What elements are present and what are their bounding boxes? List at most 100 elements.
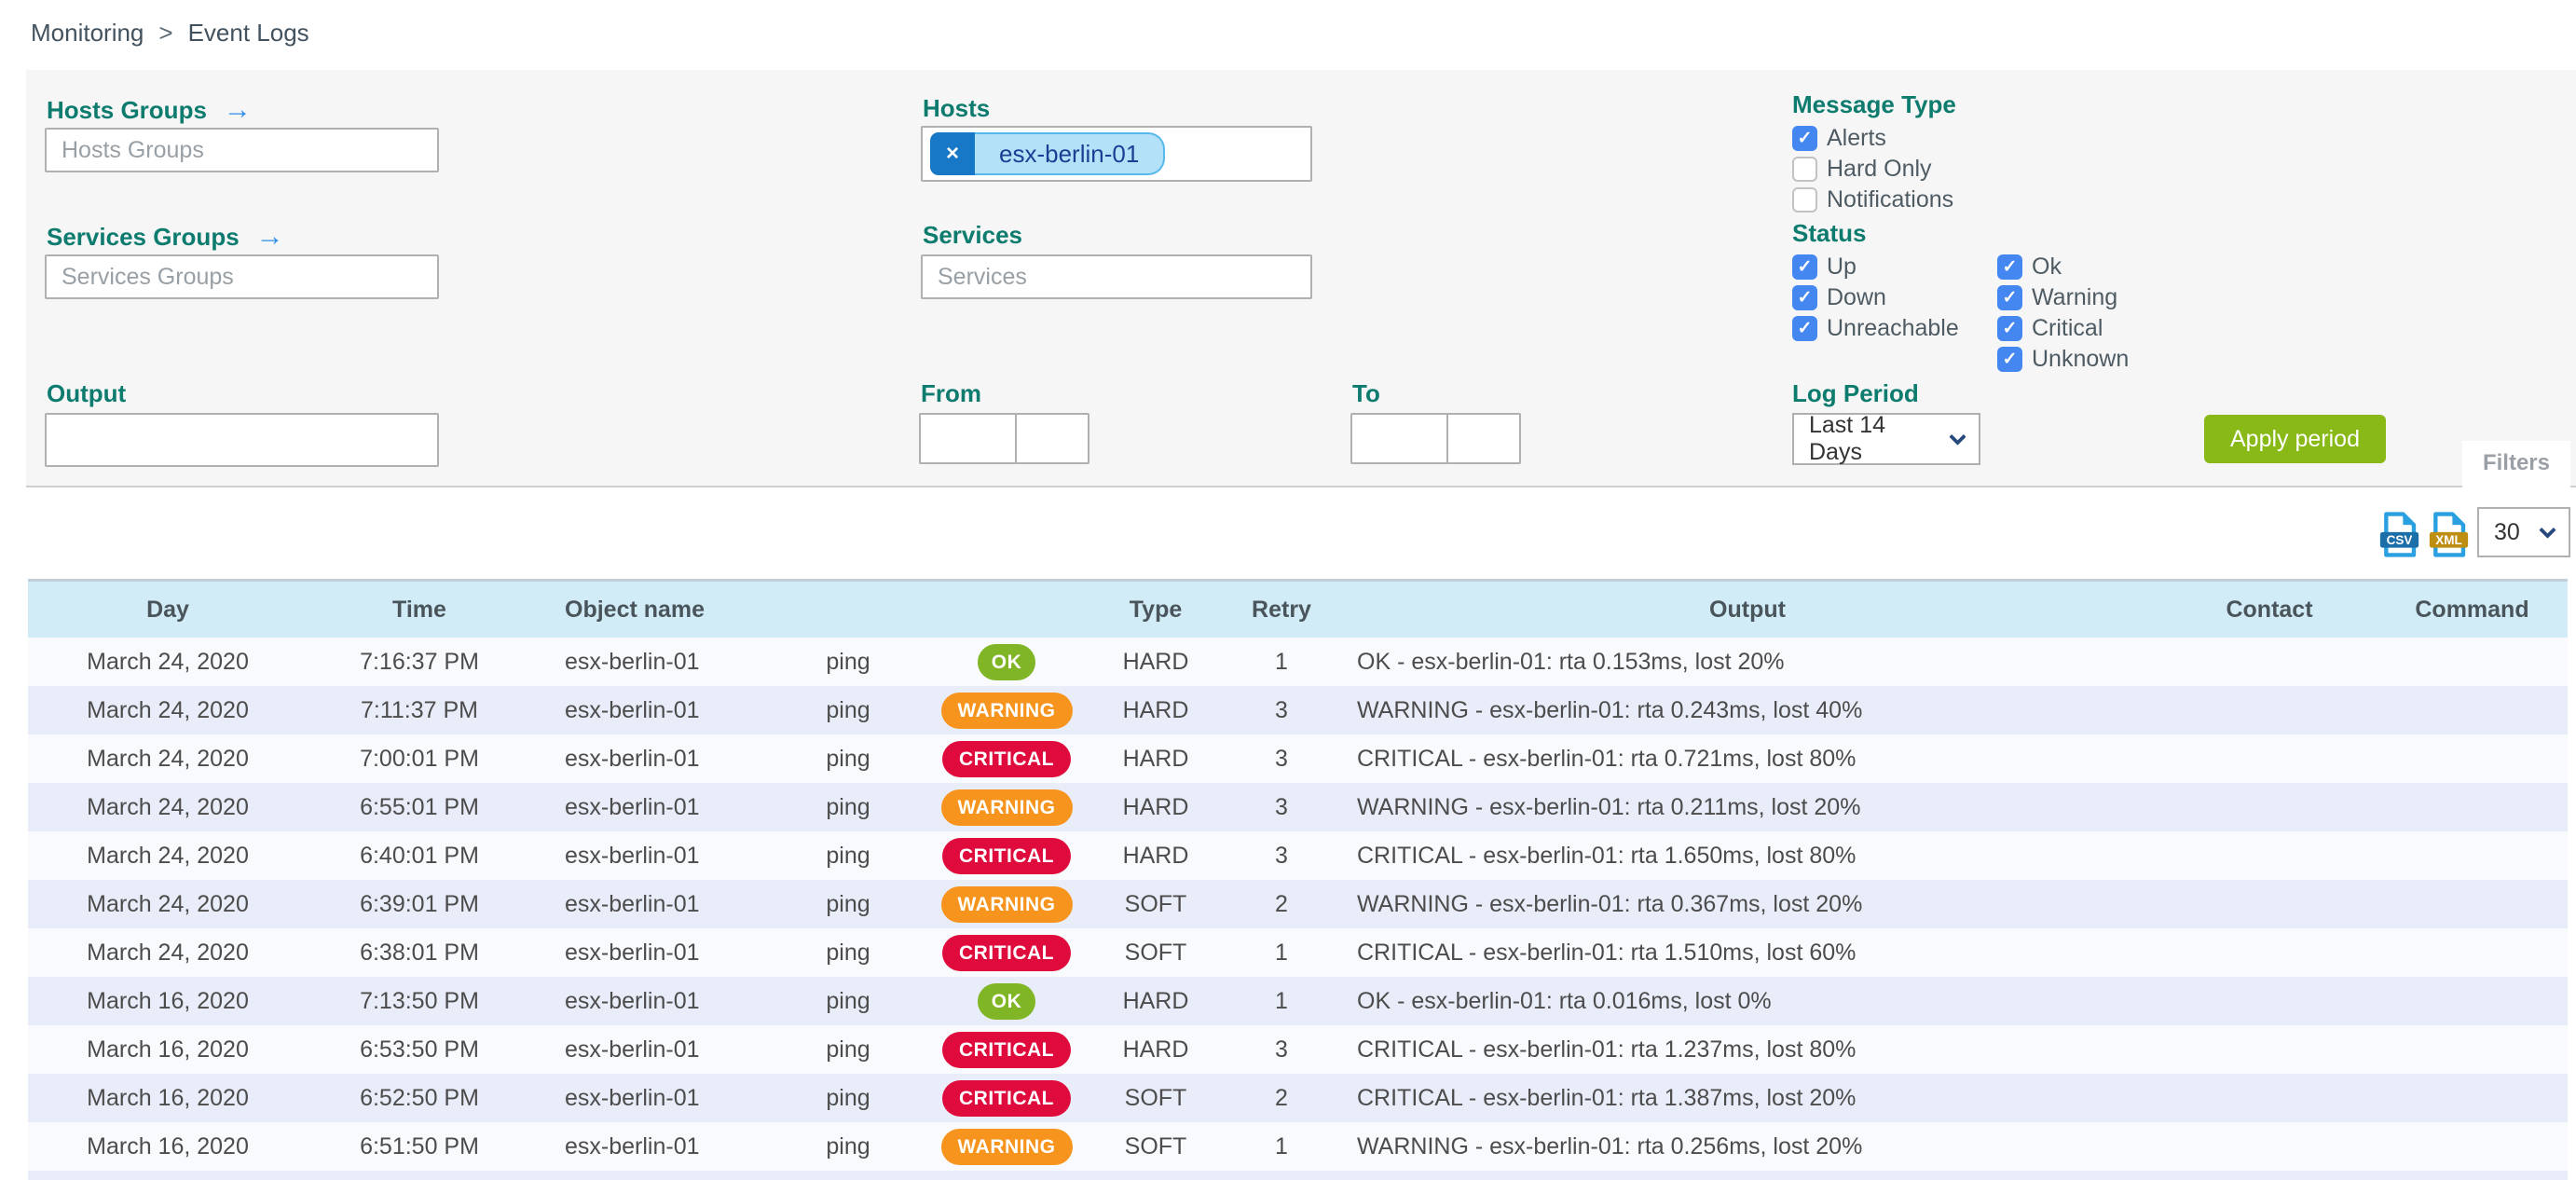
table-row[interactable]: March 24, 2020 7:16:37 PM esx-berlin-01 pin… bbox=[28, 638, 2568, 686]
arrow-right-icon[interactable]: → bbox=[255, 221, 284, 252]
header-retry[interactable]: Retry bbox=[1230, 582, 1333, 638]
cell-type: HARD bbox=[1122, 793, 1189, 820]
cell-status: CRITICAL bbox=[932, 928, 1081, 977]
services-groups-input[interactable] bbox=[45, 254, 439, 299]
status-column-1: ✓ Up ✓ Down ✓ Unreachable bbox=[1792, 253, 1959, 343]
apply-period-button[interactable]: Apply period bbox=[2204, 415, 2386, 463]
table-row[interactable]: March 24, 2020 6:40:01 PM esx-berlin-01 pin… bbox=[28, 831, 2568, 880]
cell-service: ping bbox=[826, 939, 870, 966]
cell-retry: 1 bbox=[1275, 939, 1288, 966]
cell-service: ping bbox=[826, 1084, 870, 1111]
export-csv-icon[interactable]: CSV bbox=[2378, 512, 2420, 557]
checkbox-hard-only[interactable]: Hard Only bbox=[1792, 155, 1953, 184]
table-row[interactable]: March 24, 2020 6:38:01 PM esx-berlin-01 pin… bbox=[28, 928, 2568, 977]
header-day[interactable]: Day bbox=[28, 582, 308, 638]
from-date-input[interactable] bbox=[919, 413, 1017, 464]
cell-object: esx-berlin-01 bbox=[565, 939, 700, 966]
cell-day: March 24, 2020 bbox=[87, 939, 249, 966]
up-checkbox[interactable]: ✓ bbox=[1792, 254, 1817, 280]
to-date-input[interactable] bbox=[1350, 413, 1448, 464]
checkbox-warning[interactable]: ✓ Warning bbox=[1997, 283, 2129, 312]
table-row[interactable]: March 24, 2020 6:55:01 PM esx-berlin-01 pin… bbox=[28, 783, 2568, 831]
checkbox-critical[interactable]: ✓ Critical bbox=[1997, 314, 2129, 343]
critical-checkbox-label: Critical bbox=[2032, 315, 2103, 341]
cell-output: CRITICAL - esx-berlin-01: rta 0.721ms, l… bbox=[1357, 745, 1857, 772]
checkbox-unknown[interactable]: ✓ Unknown bbox=[1997, 345, 2129, 374]
cell-time: 6:53:50 PM bbox=[360, 1036, 479, 1063]
cell-object: esx-berlin-01 bbox=[565, 842, 700, 869]
chip-label: esx-berlin-01 bbox=[975, 132, 1166, 175]
cell-contact bbox=[2162, 928, 2377, 977]
page-size-select[interactable]: 30 bbox=[2477, 507, 2570, 557]
table-row[interactable]: March 16, 2020 6:51:50 PM esx-berlin-01 pin… bbox=[28, 1122, 2568, 1171]
hosts-input[interactable]: × esx-berlin-01 bbox=[921, 126, 1312, 182]
alerts-checkbox[interactable]: ✓ bbox=[1792, 126, 1817, 151]
table-row[interactable]: March 16, 2020 6:52:50 PM esx-berlin-01 pin… bbox=[28, 1074, 2568, 1122]
chevron-down-icon bbox=[2539, 521, 2556, 539]
unreachable-checkbox[interactable]: ✓ bbox=[1792, 316, 1817, 341]
checkbox-unreachable[interactable]: ✓ Unreachable bbox=[1792, 314, 1959, 343]
checkbox-alerts[interactable]: ✓ Alerts bbox=[1792, 124, 1953, 153]
chevron-down-icon bbox=[1949, 428, 1966, 446]
breadcrumb-item-monitoring[interactable]: Monitoring bbox=[31, 19, 144, 47]
cell-type: HARD bbox=[1122, 842, 1189, 869]
output-input[interactable] bbox=[45, 413, 439, 467]
hard-only-checkbox-label: Hard Only bbox=[1827, 156, 1932, 182]
log-period-select[interactable]: Last 14 Days bbox=[1792, 412, 1980, 465]
table-row[interactable]: March 16, 2020 6:53:50 PM esx-berlin-01 pin… bbox=[28, 1025, 2568, 1074]
cell-service: ping bbox=[826, 648, 870, 675]
cell-command bbox=[2377, 831, 2568, 880]
notifications-checkbox[interactable] bbox=[1792, 187, 1817, 213]
cell-status: CRITICAL bbox=[932, 1025, 1081, 1074]
arrow-right-icon[interactable]: → bbox=[223, 94, 252, 125]
table-row[interactable]: March 24, 2020 7:00:01 PM esx-berlin-01 pin… bbox=[28, 734, 2568, 783]
header-type[interactable]: Type bbox=[1081, 582, 1230, 638]
header-time[interactable]: Time bbox=[308, 582, 531, 638]
cell-type: HARD bbox=[1122, 1036, 1189, 1063]
checkbox-up[interactable]: ✓ Up bbox=[1792, 253, 1959, 281]
header-object-name[interactable]: Object name bbox=[531, 582, 764, 638]
cell-type: SOFT bbox=[1124, 1084, 1187, 1111]
cell-object: esx-berlin-01 bbox=[565, 1084, 700, 1111]
cell-service: ping bbox=[826, 842, 870, 869]
breadcrumb-item-event-logs[interactable]: Event Logs bbox=[187, 19, 309, 47]
export-xml-icon[interactable]: XML bbox=[2428, 512, 2470, 557]
cell-time: 6:55:01 PM bbox=[360, 793, 479, 820]
status-badge: OK bbox=[977, 982, 1036, 1020]
warning-checkbox[interactable]: ✓ bbox=[1997, 285, 2022, 310]
cell-time: 6:51:50 PM bbox=[360, 1132, 479, 1159]
header-output[interactable]: Output bbox=[1333, 582, 2162, 638]
header-command[interactable]: Command bbox=[2377, 582, 2568, 638]
ok-checkbox[interactable]: ✓ bbox=[1997, 254, 2022, 280]
checkbox-notifications[interactable]: Notifications bbox=[1792, 185, 1953, 214]
cell-status: WARNING bbox=[932, 880, 1081, 928]
cell-contact bbox=[2162, 977, 2377, 1025]
filters-tab[interactable]: Filters bbox=[2461, 441, 2570, 487]
unreachable-checkbox-label: Unreachable bbox=[1827, 315, 1959, 341]
services-input[interactable] bbox=[921, 254, 1312, 299]
cell-contact bbox=[2162, 783, 2377, 831]
cell-type: HARD bbox=[1122, 696, 1189, 723]
down-checkbox[interactable]: ✓ bbox=[1792, 285, 1817, 310]
to-time-input[interactable] bbox=[1446, 413, 1521, 464]
table-row[interactable]: March 16, 2020 7:13:50 PM esx-berlin-01 pin… bbox=[28, 977, 2568, 1025]
status-badge: CRITICAL bbox=[942, 740, 1071, 777]
hard-only-checkbox[interactable] bbox=[1792, 157, 1817, 182]
header-contact[interactable]: Contact bbox=[2162, 582, 2377, 638]
cell-type: HARD bbox=[1122, 987, 1189, 1014]
hosts-groups-input[interactable] bbox=[45, 128, 439, 172]
table-row[interactable]: March 24, 2020 6:39:01 PM esx-berlin-01 pin… bbox=[28, 880, 2568, 928]
cell-status: OK bbox=[932, 977, 1081, 1025]
table-row[interactable]: March 24, 2020 7:11:37 PM esx-berlin-01 pin… bbox=[28, 686, 2568, 734]
chip-remove-button[interactable]: × bbox=[930, 132, 975, 175]
cell-retry: 1 bbox=[1275, 648, 1288, 675]
services-groups-label: Services Groups bbox=[47, 223, 240, 251]
unknown-checkbox[interactable]: ✓ bbox=[1997, 347, 2022, 372]
checkbox-down[interactable]: ✓ Down bbox=[1792, 283, 1959, 312]
critical-checkbox[interactable]: ✓ bbox=[1997, 316, 2022, 341]
from-time-input[interactable] bbox=[1015, 413, 1089, 464]
cell-retry: 1 bbox=[1275, 987, 1288, 1014]
status-badge: WARNING bbox=[940, 1128, 1073, 1165]
checkbox-ok[interactable]: ✓ Ok bbox=[1997, 253, 2129, 281]
cell-retry: 3 bbox=[1275, 1036, 1288, 1063]
